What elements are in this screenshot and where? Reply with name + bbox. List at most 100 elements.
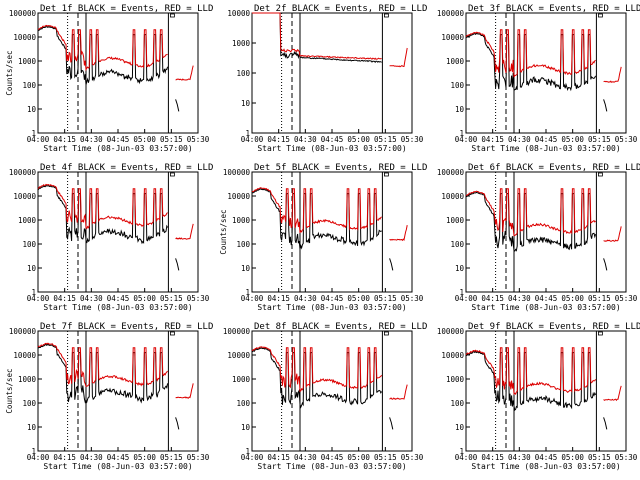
x-tick-label: 04:00 [241,135,264,144]
plot-frame [465,330,627,452]
x-tick-label: 04:45 [321,135,344,144]
series-events-line [252,12,382,63]
marker-flag [383,13,389,18]
y-tick-label: 100000 [437,168,465,177]
plot-frame [37,12,199,134]
panel-title: Det 2f BLACK = Events, RED = LLD [254,4,427,14]
x-tick-label: 04:30 [80,453,103,462]
series-lld-tail [389,47,408,68]
x-tick-label: 04:15 [53,294,76,303]
plot-frame [37,171,199,293]
x-tick-label: 04:30 [508,294,531,303]
y-tick-label: 100 [236,399,250,408]
x-tick-label: 04:45 [321,294,344,303]
x-tick-label: 05:00 [347,453,370,462]
y-tick-label: 1 [31,288,36,297]
marker-flag [383,172,389,177]
series-events-tail [603,417,608,430]
series-events-line [251,188,382,250]
y-tick-label: 100 [450,240,464,249]
y-tick-label: 1 [31,447,36,456]
x-axis-label: Start Time (08-Jun-03 03:57:00) [257,462,406,471]
panel-title: Det 9f BLACK = Events, RED = LLD [468,322,640,332]
y-tick-label: 10000 [13,351,36,360]
y-tick-label: 1 [31,129,36,138]
x-tick-label: 05:00 [347,294,370,303]
y-tick-label: 100 [22,399,36,408]
x-tick-label: 04:15 [53,453,76,462]
series-lld-line [252,12,382,60]
x-tick-label: 04:00 [27,135,50,144]
x-tick-label: 04:45 [107,294,130,303]
y-tick-label: 100 [22,81,36,90]
series-lld-tail [175,383,194,399]
series-lld-tail [389,225,408,242]
x-tick-label: 05:30 [401,453,424,462]
x-axis-label: Start Time (08-Jun-03 03:57:00) [471,144,620,153]
x-tick-label: 05:15 [160,135,183,144]
panel-det-3: Det 3f BLACK = Events, RED = LLD 1 10 100 10… [437,4,640,153]
panel-det-8: Det 8f BLACK = Events, RED = LLD 1 10 100 10… [223,322,427,471]
x-axis-label: Start Time (08-Jun-03 03:57:00) [471,303,620,312]
x-axis-label: Start Time (08-Jun-03 03:57:00) [43,303,192,312]
plot-frame [37,330,199,452]
y-tick-label: 100000 [437,9,465,18]
y-tick-label: 1000 [446,57,465,66]
x-tick-label: 04:00 [27,294,50,303]
series-events-line [465,191,597,252]
y-tick-label: 1 [459,447,464,456]
x-tick-label: 05:00 [133,453,156,462]
x-tick-label: 05:15 [160,453,183,462]
series-events-tail [175,417,180,430]
series-events-tail [389,417,394,430]
x-tick-label: 04:30 [294,453,317,462]
y-tick-label: 100 [450,81,464,90]
series-lld-tail [603,226,622,242]
x-tick-label: 05:15 [374,453,397,462]
y-tick-label: 10000 [441,33,464,42]
x-tick-label: 05:30 [187,453,210,462]
x-tick-label: 04:45 [107,453,130,462]
x-tick-label: 04:15 [267,294,290,303]
y-tick-label: 1000 [232,216,251,225]
x-tick-label: 04:30 [80,135,103,144]
panel-det-2: Det 2f BLACK = Events, RED = LLD 1 10 100 10… [227,4,427,153]
x-tick-label: 04:00 [241,294,264,303]
series-lld-tail [175,223,194,240]
y-tick-label: 100 [22,240,36,249]
x-tick-label: 05:30 [401,294,424,303]
x-tick-label: 05:00 [133,294,156,303]
y-tick-label: 100000 [223,327,251,336]
y-tick-label: 10 [241,99,251,108]
x-tick-label: 05:30 [615,294,638,303]
x-tick-label: 04:15 [481,294,504,303]
series-events-line [251,347,383,409]
y-tick-label: 1 [459,129,464,138]
series-lld-line [37,342,168,387]
series-lld-line [37,183,168,230]
x-tick-label: 04:45 [535,453,558,462]
y-tick-label: 1000 [232,375,251,384]
y-tick-label: 1000 [18,375,37,384]
panel-det-5: Det 5f BLACK = Events, RED = LLD 1 10 100 10… [219,163,427,312]
x-tick-label: 05:00 [561,294,584,303]
y-tick-label: 10 [27,423,37,432]
x-tick-label: 04:30 [294,294,317,303]
y-tick-label: 1 [245,447,250,456]
y-tick-label: 10 [455,423,465,432]
series-lld-tail [603,385,622,402]
panel-det-4: Det 4f BLACK = Events, RED = LLD 1 10 100 10… [9,163,213,312]
y-tick-label: 1000 [18,57,37,66]
y-tick-label: 100000 [223,168,251,177]
panel-det-1: Det 1f BLACK = Events, RED = LLD 1 10 100 10… [5,4,213,153]
y-tick-label: 10000 [13,192,36,201]
marker-flag [383,331,389,336]
y-axis-label: Counts/sec [219,209,228,254]
y-tick-label: 10 [455,264,465,273]
plot-frame [465,171,627,293]
y-tick-label: 100000 [9,168,37,177]
x-axis-label: Start Time (08-Jun-03 03:57:00) [257,144,406,153]
y-tick-label: 100000 [9,327,37,336]
series-events-line [37,26,169,86]
